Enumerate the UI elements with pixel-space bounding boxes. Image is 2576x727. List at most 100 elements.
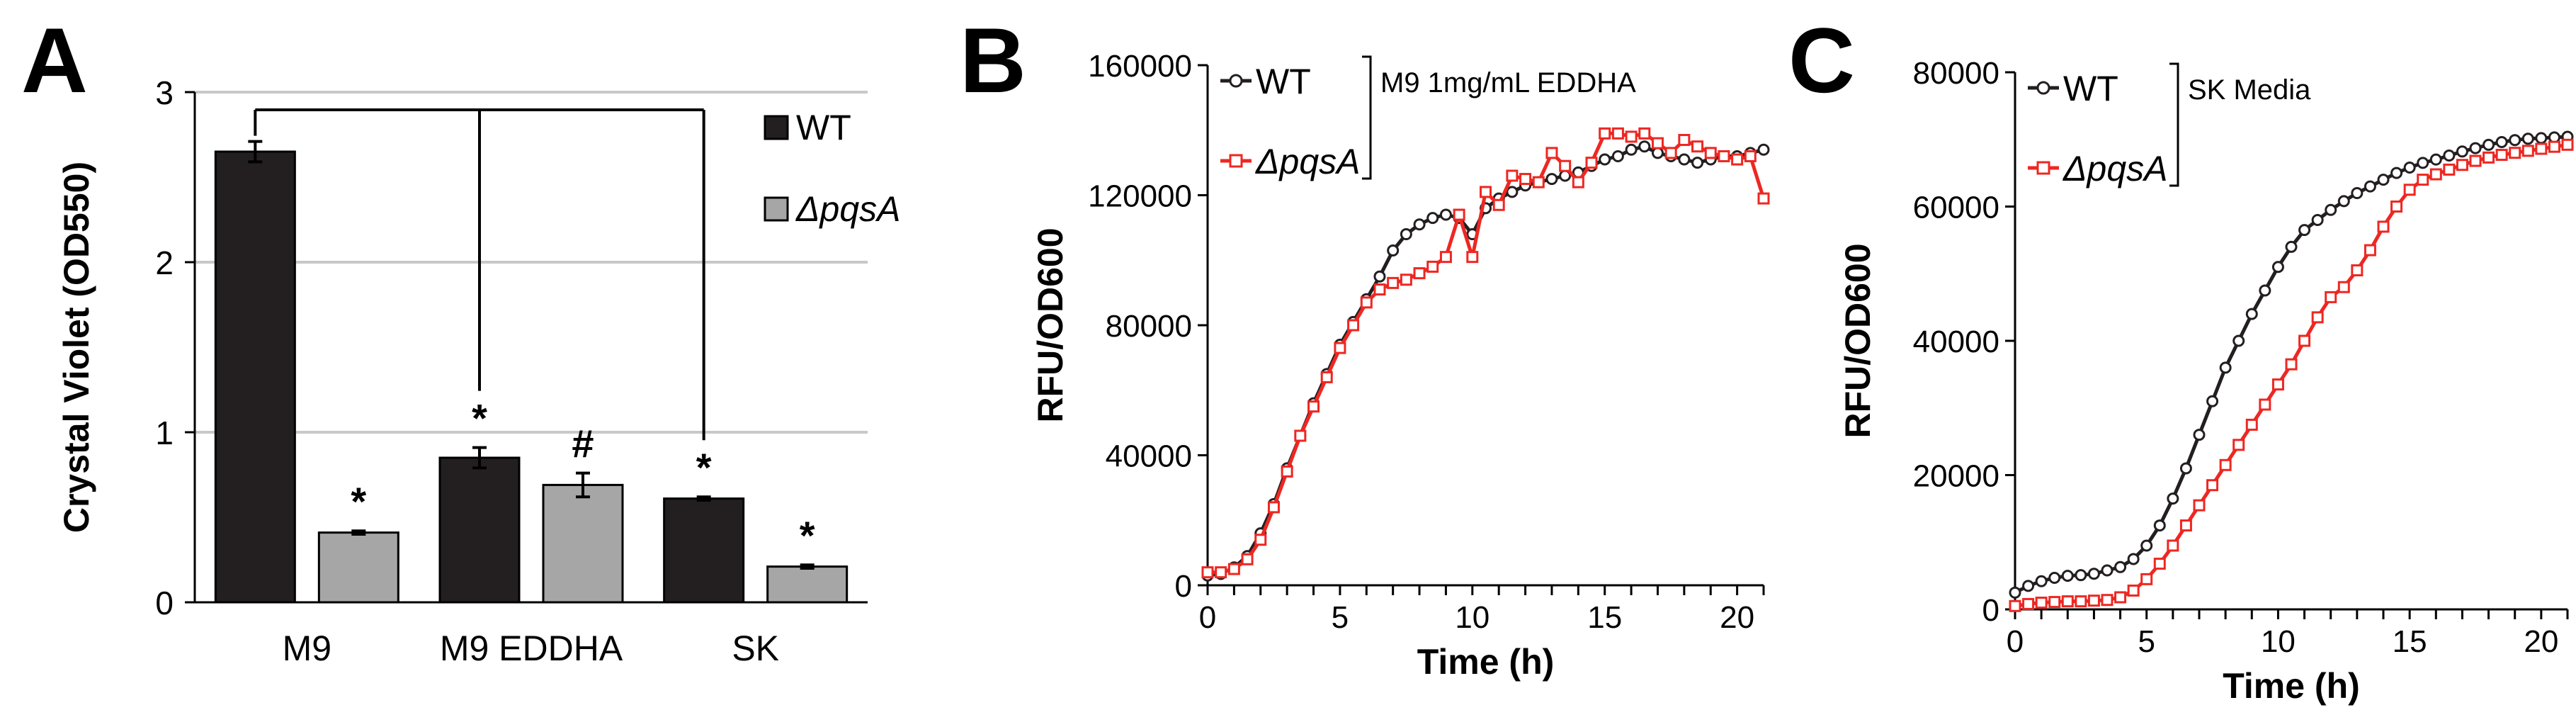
data-point-pqsa [1400,274,1412,286]
data-point-wt [1757,143,1770,156]
panel-b-line-chart: B 0 40000 80000 120000 160000 0 5 10 15 20 Time (h)… [960,9,1770,682]
legend-label: WT [796,108,851,147]
data-point-wt [2245,308,2258,320]
data-point-pqsa [2087,594,2100,607]
legend-marker-pqsa [2036,161,2050,175]
data-point-wt [2285,240,2298,253]
data-point-wt [2509,134,2521,147]
data-point-wt [2535,132,2548,145]
data-point-pqsa [2193,499,2206,512]
data-point-pqsa [1757,192,1770,205]
x-tick-label: 10 [2261,624,2296,659]
data-point-pqsa [1585,157,1598,169]
data-point-wt [1651,147,1664,159]
x-category-label: M9 [283,629,331,668]
data-point-pqsa [1704,147,1717,159]
legend-note: M9 1mg/mL EDDHA [1380,67,1636,98]
data-point-pqsa [2101,594,2113,607]
data-point-wt [1638,140,1651,153]
data-point-pqsa [2298,334,2311,347]
data-point-wt [1387,244,1400,257]
data-point-pqsa [2061,595,2074,608]
data-point-wt [1611,150,1624,162]
data-point-pqsa [2219,458,2232,471]
data-point-wt [2417,157,2429,169]
data-point-pqsa [1373,283,1386,296]
data-point-pqsa [2167,539,2179,552]
legend-marker-wt [2036,81,2050,95]
data-point-wt [2114,560,2127,573]
data-point-wt [2232,334,2245,347]
data-point-pqsa [1691,140,1704,153]
significance-mark: * [800,513,815,558]
data-point-wt [2259,284,2271,297]
y-tick-label: 1 [155,415,174,451]
legend-marker-pqsa [1229,154,1243,168]
y-tick-label: 80000 [1913,56,1999,91]
data-point-wt [2456,145,2468,158]
data-point-pqsa [2443,163,2456,176]
data-point-wt [2325,203,2337,216]
data-point-pqsa [2285,358,2298,371]
data-point-pqsa [2311,311,2324,324]
data-point-pqsa [2127,584,2140,597]
data-point-pqsa [2325,291,2337,303]
data-point-pqsa [2337,281,2350,293]
data-point-pqsa [2140,573,2153,585]
data-point-wt [1373,270,1386,283]
data-point-pqsa [2417,174,2429,186]
data-point-pqsa [1572,176,1584,188]
data-point-wt [2337,195,2350,208]
data-point-wt [2271,261,2284,274]
significance-mark: # [572,422,594,466]
significance-mark: * [472,396,487,441]
data-point-pqsa [2271,378,2284,391]
legend-bracket [2169,62,2179,187]
legend-label: ΔpqsA [795,189,901,229]
data-point-wt [1545,173,1558,186]
data-point-wt [2351,187,2364,200]
y-tick-label: 40000 [1106,439,1192,474]
bar-wt-2 [663,497,745,604]
data-point-pqsa [1294,429,1307,442]
data-point-pqsa [1413,267,1426,280]
x-tick-label: 10 [1455,600,1490,635]
bar-pqsa-0 [317,531,399,604]
legend-label: WT [2063,69,2118,108]
data-point-wt [1506,186,1519,198]
data-point-pqsa [1466,251,1479,264]
data-point-pqsa [2561,138,2574,151]
series-line-pqsa [2014,142,2568,608]
legend-marker-wt [1229,74,1243,88]
data-point-wt [2403,162,2416,174]
data-point-pqsa [1506,169,1519,182]
data-point-wt [2048,571,2061,584]
bar-wt-0 [214,150,296,604]
data-point-pqsa [1215,566,1227,579]
y-tick-label: 20000 [1913,459,1999,494]
y-tick-label: 120000 [1088,179,1192,214]
data-point-pqsa [1651,137,1664,150]
panel-label: A [21,9,88,112]
y-axis-label: Crystal Violet (OD550) [57,162,96,533]
y-tick-label: 2 [155,244,174,281]
data-point-wt [1413,218,1426,231]
data-point-pqsa [1201,566,1214,579]
data-point-pqsa [2509,147,2521,159]
data-point-pqsa [2521,145,2534,157]
legend-label: WT [1256,62,1311,101]
data-point-pqsa [1453,208,1465,221]
data-point-pqsa [1744,150,1757,162]
data-point-wt [1439,208,1452,221]
legend-swatch [764,115,789,140]
x-tick-label: 0 [1199,600,1216,635]
y-tick-label: 40000 [1913,325,1999,359]
data-point-wt [1599,153,1611,166]
data-point-wt [1691,157,1704,169]
data-point-pqsa [1718,150,1730,162]
data-point-wt [2140,539,2153,552]
data-point-pqsa [1227,563,1240,575]
legend-label: ΔpqsA [2062,149,2168,188]
data-point-wt [2298,224,2311,237]
